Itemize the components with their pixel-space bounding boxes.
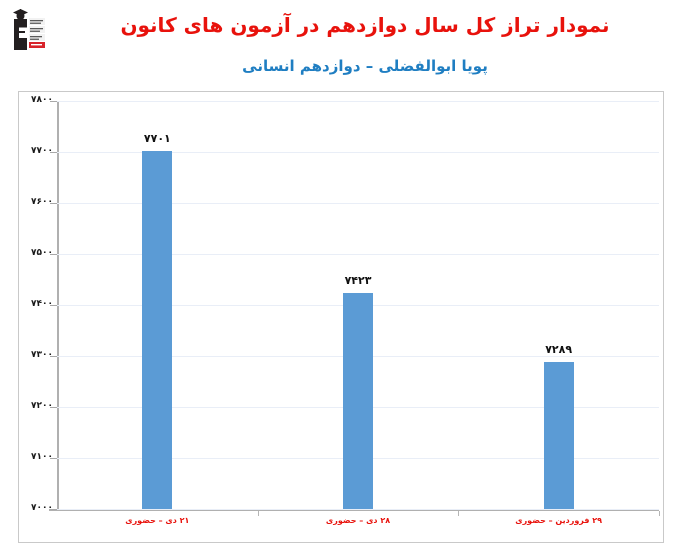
gridline (57, 203, 659, 204)
x-axis-tick (458, 511, 460, 516)
bar-value-label: ۷۲۸۹ (545, 342, 573, 356)
y-axis-label: ۷۱۰۰ (31, 452, 53, 462)
bar[interactable] (543, 361, 574, 509)
gridline (57, 101, 659, 102)
page-title: نمودار تراز کل سال دوازدهم در آزمون های … (120, 13, 610, 37)
y-axis-label: ۷۷۰۰ (31, 146, 53, 156)
y-axis-tick (50, 356, 57, 357)
bar-value-label: ۷۴۲۳ (344, 274, 372, 288)
y-axis-label: ۷۰۰۰ (31, 503, 53, 513)
y-axis-tick (50, 305, 57, 306)
y-axis-tick (50, 254, 57, 255)
bar[interactable] (343, 293, 373, 509)
bar[interactable] (142, 151, 173, 509)
gridline (57, 152, 659, 153)
chart-container: ۷۸۰۰ ۷۷۰۰ ۷۶۰۰ ۷۵۰۰ ۷۴۰۰ ۷۳۰۰ ۷۲۰۰ ۷۱۰۰ ۷۰۰۰ ۷۷۰۱… (18, 91, 664, 543)
y-axis-label: ۷۸۰۰ (31, 95, 53, 105)
chart-header: نمودار تراز کل سال دوازدهم در آزمون های … (0, 0, 680, 88)
x-axis-tick (659, 511, 660, 516)
y-axis-tick (50, 203, 57, 204)
y-axis-label: ۷۳۰۰ (31, 350, 53, 360)
y-axis-tick (50, 152, 57, 153)
page-subtitle: پویا ابوالفضلی – دوازدهم انسانی (242, 57, 488, 75)
y-axis-tick (50, 407, 57, 408)
bar-value-label: ۷۷۰۱ (143, 132, 171, 146)
y-axis-label: ۷۴۰۰ (31, 299, 53, 309)
gridline (57, 509, 659, 510)
x-axis-tick (257, 511, 259, 516)
x-axis-category-label: ۲۹ فروردین – حضوری (515, 516, 603, 525)
y-axis-tick (50, 458, 57, 459)
gridline (57, 254, 659, 255)
bar-chart-plot: ۷۸۰۰ ۷۷۰۰ ۷۶۰۰ ۷۵۰۰ ۷۴۰۰ ۷۳۰۰ ۷۲۰۰ ۷۱۰۰ ۷۰۰۰ ۷۷۰۱… (19, 92, 665, 544)
graduation-cap-logo-icon (12, 6, 46, 52)
y-axis-tick (50, 509, 57, 510)
x-axis-category-label: ۲۱ دی – حضوری (125, 516, 190, 525)
y-axis-label: ۷۵۰۰ (31, 248, 53, 258)
y-axis-label: ۷۲۰۰ (31, 401, 53, 411)
x-axis-line (49, 509, 659, 511)
y-axis-label: ۷۶۰۰ (31, 197, 53, 207)
y-axis-tick (50, 101, 57, 102)
x-axis-category-label: ۲۸ دی – حضوری (325, 516, 391, 525)
